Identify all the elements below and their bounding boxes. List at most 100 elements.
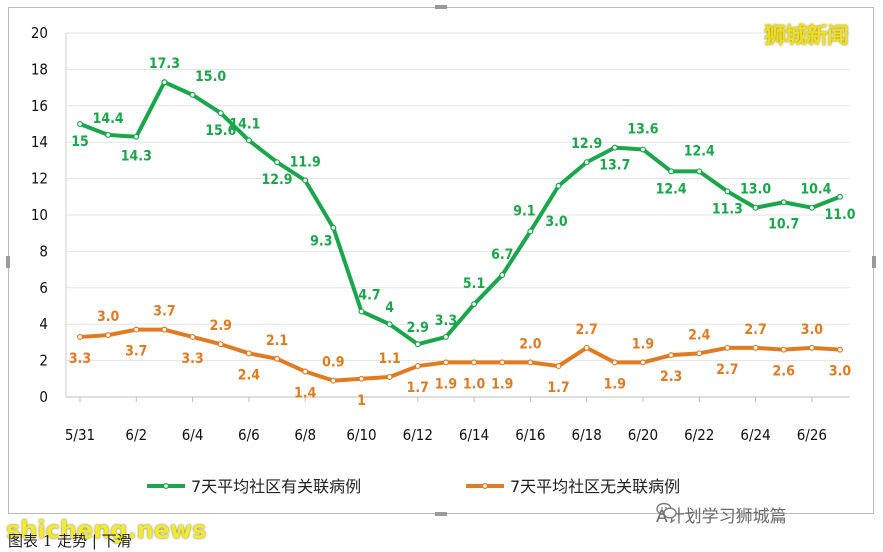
data-label: 3.0 — [545, 214, 568, 230]
data-point — [133, 326, 140, 333]
data-label: 1.9 — [604, 376, 626, 392]
data-label: 2.7 — [744, 322, 766, 338]
data-point — [330, 377, 337, 384]
data-point — [724, 344, 731, 351]
x-tick-label: 6/8 — [294, 426, 316, 444]
data-label: 2.4 — [238, 367, 261, 383]
data-point — [76, 333, 83, 340]
y-tick-label: 18 — [31, 60, 48, 78]
data-point — [245, 350, 252, 357]
x-tick-label: 6/2 — [125, 426, 147, 444]
y-tick-label: 12 — [31, 170, 48, 188]
x-tick-label: 6/12 — [403, 426, 433, 444]
data-label: 11.9 — [290, 154, 321, 170]
resize-handle-bottom[interactable] — [435, 512, 447, 516]
data-label: 3.7 — [125, 344, 147, 360]
data-point — [302, 177, 309, 184]
x-tick-label: 6/16 — [515, 426, 545, 444]
data-point — [274, 355, 281, 362]
data-label: 2.4 — [688, 327, 711, 343]
x-tick-label: 6/18 — [572, 426, 602, 444]
data-label: 12.9 — [261, 172, 292, 188]
data-point — [696, 168, 703, 175]
data-point — [527, 359, 534, 366]
data-point — [639, 359, 646, 366]
wechat-icon — [656, 502, 677, 519]
data-point — [583, 344, 590, 351]
data-point — [442, 333, 449, 340]
y-tick-label: 6 — [39, 279, 48, 297]
y-tick-label: 8 — [39, 242, 48, 260]
data-label: 12.9 — [571, 136, 602, 152]
data-label: 10.7 — [768, 216, 799, 232]
data-point — [76, 120, 83, 127]
data-point — [752, 344, 759, 351]
x-tick-label: 6/6 — [238, 426, 260, 444]
wechat-account: A计划学习狮城篇 — [656, 502, 787, 527]
data-point — [668, 352, 675, 359]
legend-label: 7天平均社区有关联病例 — [191, 477, 361, 496]
series-line — [78, 327, 842, 383]
data-point — [527, 228, 534, 235]
data-label: 10.4 — [800, 182, 831, 198]
data-point — [583, 159, 590, 166]
data-point — [752, 204, 759, 211]
data-point — [133, 133, 140, 140]
data-point — [696, 350, 703, 357]
y-tick-label: 20 — [31, 24, 48, 42]
figure-caption: 图表 1 走势 | 下滑 — [8, 532, 132, 550]
data-point — [668, 168, 675, 175]
data-point — [780, 199, 787, 206]
data-point — [808, 344, 815, 351]
data-point — [555, 363, 562, 370]
data-label: 3.0 — [829, 364, 852, 380]
x-tick-label: 6/20 — [628, 426, 658, 444]
data-label: 13.6 — [627, 121, 658, 137]
watermark-top-right: 狮城新闻 — [764, 24, 849, 49]
data-point — [836, 346, 843, 353]
data-label: 1.9 — [435, 376, 457, 392]
data-label: 12.4 — [656, 181, 687, 197]
series-group: 3.3 3.0 3.7 3.7 3.3 2.9 2.4 2.1 1.4 0.9 1 1.1 1.7 1.9… — [69, 304, 852, 409]
data-point — [611, 359, 618, 366]
data-label: 2.6 — [773, 364, 796, 380]
data-label: 3.3 — [435, 313, 457, 329]
watermark-bottom-left: shicheng.news — [6, 516, 207, 544]
legend-marker — [163, 483, 170, 490]
data-point — [189, 91, 196, 98]
data-point — [414, 341, 421, 348]
grid-lines — [65, 32, 850, 398]
y-axis: 0 2 4 6 8 10 12 14 16 18 20 — [31, 24, 48, 406]
data-point — [358, 375, 365, 382]
x-axis: 5/31 6/2 6/4 6/6 6/8 6/10 6/12 6/14 6/16 6/18 6/20… — [65, 397, 827, 444]
x-tick-label: 6/22 — [684, 426, 714, 444]
data-point — [724, 188, 731, 195]
series-line — [78, 80, 842, 347]
data-label: 1.4 — [294, 386, 317, 402]
data-label: 17.3 — [149, 56, 180, 72]
data-label: 6.7 — [491, 247, 513, 263]
data-label: 1.7 — [547, 380, 569, 396]
data-label: 15.0 — [195, 69, 226, 85]
y-tick-label: 0 — [39, 388, 48, 406]
data-label: 11.0 — [824, 207, 855, 223]
data-point — [330, 224, 337, 231]
data-label: 13.0 — [740, 182, 771, 198]
data-label: 1.0 — [463, 376, 486, 392]
data-label: 3.3 — [69, 351, 91, 367]
data-label: 11.3 — [712, 201, 743, 217]
data-label: 2.7 — [576, 322, 598, 338]
x-tick-label: 6/4 — [182, 426, 204, 444]
resize-handle-top[interactable] — [435, 5, 447, 9]
data-label: 2.1 — [266, 333, 288, 349]
data-label: 12.4 — [684, 143, 715, 159]
data-label: 15 — [71, 134, 89, 150]
data-point — [499, 272, 506, 279]
resize-handle-right[interactable] — [872, 256, 876, 268]
data-label: 1.7 — [407, 380, 429, 396]
data-point — [386, 373, 393, 380]
data-label: 3.0 — [97, 309, 120, 325]
resize-handle-left[interactable] — [6, 256, 10, 268]
wechat-account-name: A计划学习狮城篇 — [656, 507, 787, 527]
